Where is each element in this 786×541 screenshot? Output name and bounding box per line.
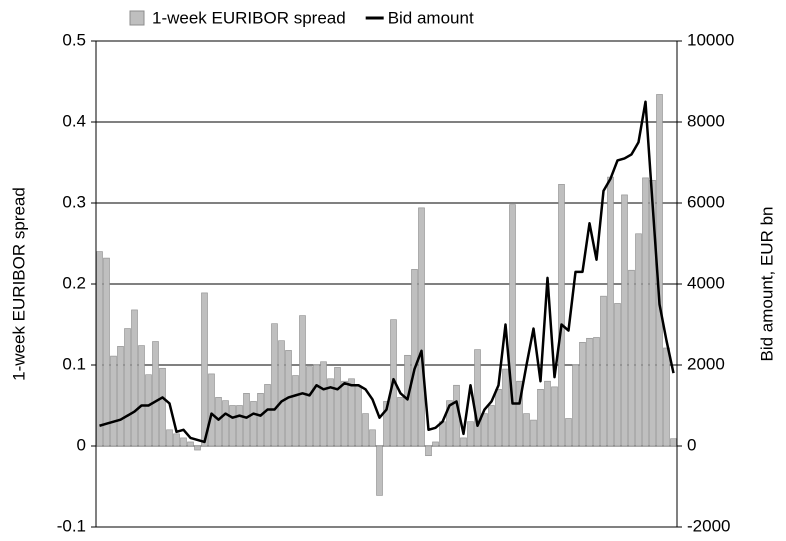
bar (362, 413, 369, 447)
bar (159, 367, 166, 447)
bar (663, 347, 670, 447)
bar (124, 328, 131, 447)
bar (600, 295, 607, 447)
bar (327, 378, 334, 447)
bar (649, 180, 656, 447)
y2-axis-label: Bid amount, EUR bn (757, 207, 776, 362)
bar (432, 441, 439, 447)
bar (523, 413, 530, 447)
bar (481, 413, 488, 447)
bar (271, 323, 278, 447)
bar (110, 355, 117, 447)
bar (299, 315, 306, 447)
y-tick-label: 0 (77, 435, 86, 454)
y-tick-label: -0.1 (57, 516, 86, 535)
bar (530, 419, 537, 447)
bar (355, 385, 362, 447)
y-axis-label: 1-week EURIBOR spread (9, 187, 28, 381)
bar (348, 378, 355, 447)
bar (565, 418, 572, 447)
bar (166, 429, 173, 447)
bar (446, 400, 453, 447)
bar (474, 349, 481, 447)
bar (187, 441, 194, 447)
bar (614, 303, 621, 447)
y2-tick-label: -2000 (687, 516, 730, 535)
bar (425, 445, 432, 457)
bar (516, 380, 523, 447)
bar (642, 177, 649, 447)
bar (145, 374, 152, 447)
bar (131, 309, 138, 447)
bar (537, 388, 544, 447)
bar (341, 380, 348, 447)
bar (313, 364, 320, 447)
bar (628, 269, 635, 447)
bar (509, 204, 516, 447)
bar (194, 445, 201, 451)
bar (138, 345, 145, 447)
y2-tick-label: 8000 (687, 111, 725, 130)
bar (173, 433, 180, 447)
bar (334, 367, 341, 447)
y2-tick-label: 10000 (687, 30, 734, 49)
bar (117, 346, 124, 447)
bar (306, 366, 313, 447)
bar (635, 233, 642, 447)
y-tick-label: 0.3 (62, 192, 86, 211)
y2-tick-label: 2000 (687, 354, 725, 373)
bar (586, 337, 593, 447)
bar (383, 401, 390, 447)
bar (292, 375, 299, 447)
legend-label: 1-week EURIBOR spread (152, 8, 346, 27)
bar (544, 380, 551, 447)
bar (467, 421, 474, 447)
y-tick-label: 0.2 (62, 273, 86, 292)
bar (551, 386, 558, 447)
bar (152, 341, 159, 447)
y2-tick-label: 6000 (687, 192, 725, 211)
legend-swatch (129, 10, 145, 26)
bar (180, 437, 187, 447)
bar (418, 207, 425, 447)
bar (572, 364, 579, 447)
bar (320, 361, 327, 447)
line (99, 100, 675, 444)
y-tick-label: 0.1 (62, 354, 86, 373)
y2-tick-label: 0 (687, 435, 696, 454)
bar (488, 405, 495, 447)
y2-tick-label: 4000 (687, 273, 725, 292)
bar (579, 342, 586, 447)
bar (558, 184, 565, 447)
bar (439, 421, 446, 447)
y-tick-label: 0.5 (62, 30, 86, 49)
bar (201, 292, 208, 447)
bar (369, 429, 376, 447)
bar (243, 393, 250, 447)
bar (215, 397, 222, 447)
bar (257, 393, 264, 447)
bar (208, 373, 215, 447)
bar (222, 400, 229, 447)
bar (236, 405, 243, 447)
bar (502, 368, 509, 447)
bar (670, 438, 677, 447)
bar (397, 397, 404, 447)
bar (250, 401, 257, 447)
legend-label: Bid amount (388, 8, 474, 27)
bar (621, 194, 628, 447)
bar (96, 251, 103, 447)
bar (229, 405, 236, 447)
bar (278, 340, 285, 447)
bar (411, 269, 418, 447)
bar (460, 437, 467, 447)
y-tick-label: 0.4 (62, 111, 86, 130)
bar (103, 257, 110, 447)
bar (593, 337, 600, 447)
bar (264, 384, 271, 447)
bar (495, 388, 502, 447)
bar (607, 176, 614, 447)
bar (376, 445, 383, 496)
